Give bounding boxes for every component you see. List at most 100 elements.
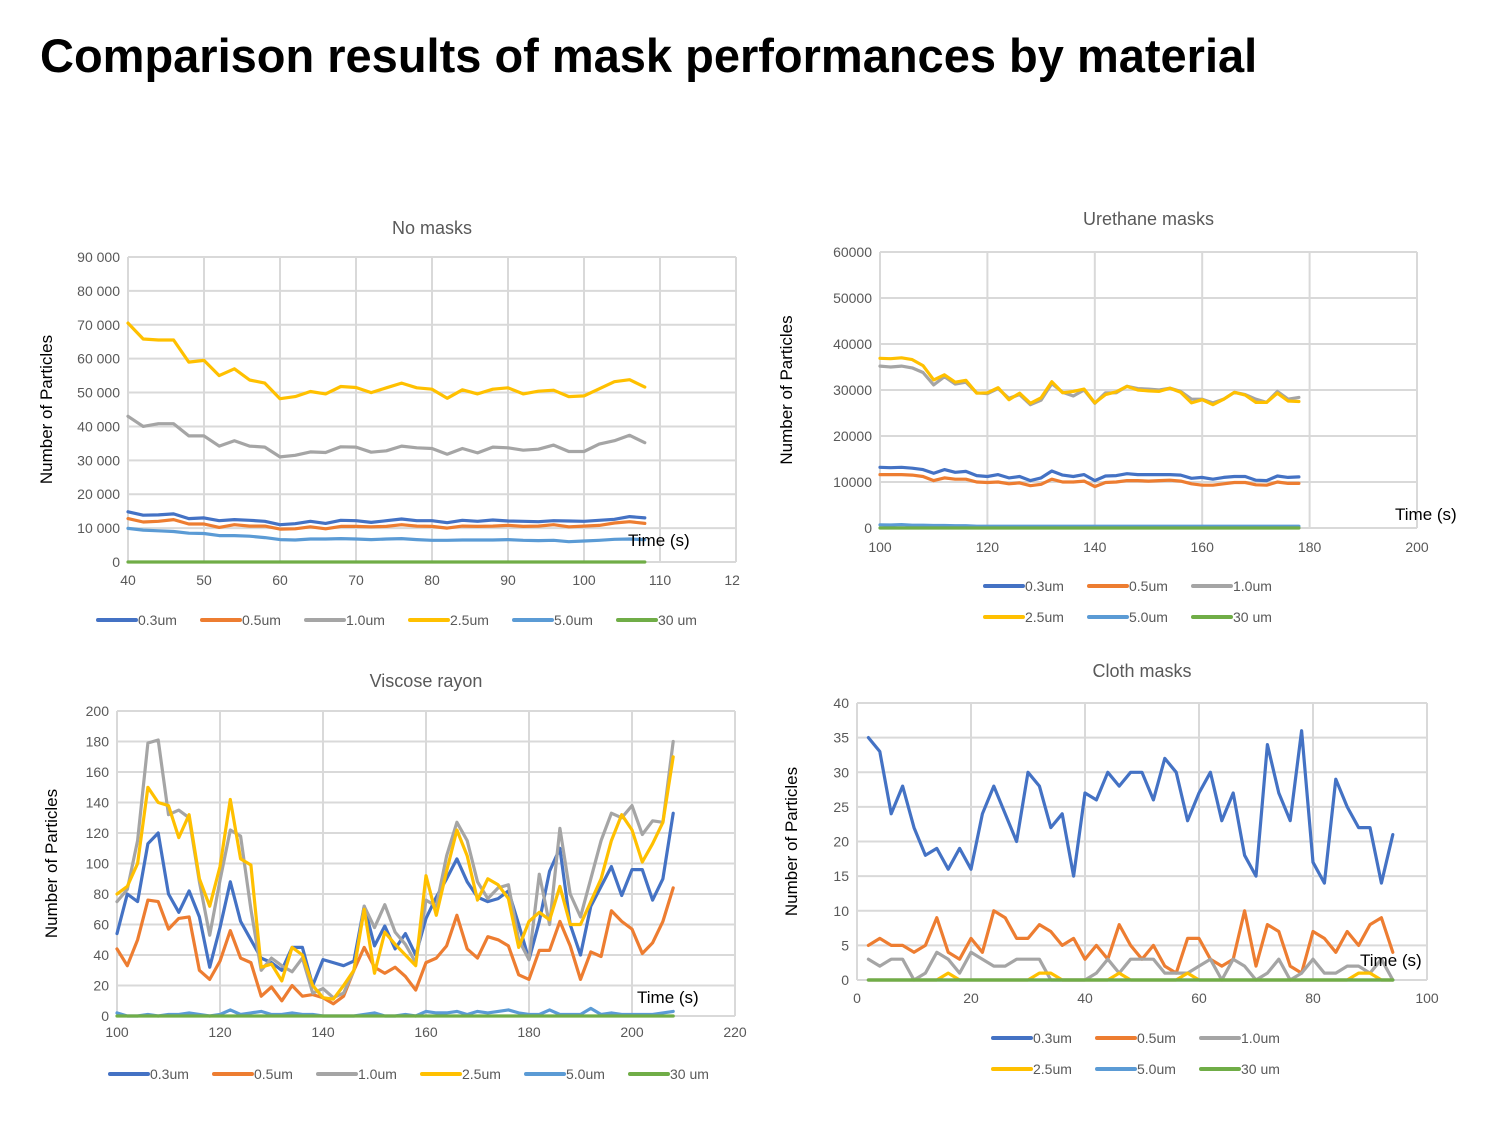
series-line-50um xyxy=(126,526,647,544)
legend-label: 1.0um xyxy=(1233,578,1272,594)
y-tick-label: 80 xyxy=(93,886,109,902)
legend-label: 30 um xyxy=(1233,609,1272,625)
legend-item: 1.0um xyxy=(1191,578,1272,594)
legend-label: 5.0um xyxy=(554,612,593,628)
series-line-10um xyxy=(866,950,1395,982)
y-tick-label: 90 000 xyxy=(77,249,120,265)
y-axis-label: Number of Particles xyxy=(777,315,796,464)
y-tick-label: 30 xyxy=(833,764,849,780)
chart-title: No masks xyxy=(392,218,472,238)
legend-label: 0.5um xyxy=(254,1066,293,1082)
y-tick-label: 10 000 xyxy=(77,520,120,536)
y-tick-label: 20 000 xyxy=(77,486,120,502)
x-tick-label: 100 xyxy=(105,1024,129,1040)
y-tick-label: 200 xyxy=(86,703,110,719)
legend-item: 0.5um xyxy=(200,612,281,628)
x-tick-label: 90 xyxy=(500,572,516,588)
y-tick-label: 60 xyxy=(93,917,109,933)
y-tick-label: 180 xyxy=(86,734,110,750)
x-tick-label: 120 xyxy=(208,1024,232,1040)
legend-item: 0.3um xyxy=(991,1030,1072,1046)
y-tick-label: 10 xyxy=(833,903,849,919)
y-tick-label: 5 xyxy=(841,937,849,953)
legend-item: 0.3um xyxy=(108,1066,189,1082)
x-tick-label: 120 xyxy=(976,539,1000,555)
legend-item: 0.5um xyxy=(212,1066,293,1082)
y-tick-label: 40 xyxy=(93,947,109,963)
x-axis-label: Time (s) xyxy=(1395,505,1457,524)
legend-label: 0.5um xyxy=(242,612,281,628)
gridlines xyxy=(127,256,737,563)
series-line-03um xyxy=(878,465,1301,483)
legend-label: 30 um xyxy=(670,1066,709,1082)
legend-item: 5.0um xyxy=(512,612,593,628)
legend-label: 5.0um xyxy=(566,1066,605,1082)
x-tick-label: 160 xyxy=(1191,539,1215,555)
x-tick-label: 100 xyxy=(1415,990,1439,1006)
y-tick-label: 20 xyxy=(833,834,849,850)
legend-item: 30 um xyxy=(1199,1061,1280,1077)
legend: 0.3um 0.5um 1.0um 2.5um 5.0um 30 um xyxy=(991,1030,1280,1077)
series-line-03um xyxy=(866,729,1395,885)
series-line-50um xyxy=(878,523,1301,528)
chart-urethane-masks: Urethane masks 0 10000 20000 30000 40000 50000… xyxy=(777,209,1457,625)
series-line-05um xyxy=(115,886,675,1006)
x-tick-label: 40 xyxy=(120,572,136,588)
x-axis-label: Time (s) xyxy=(637,988,699,1007)
legend: 0.3um 0.5um 1.0um 2.5um 5.0um 30 um xyxy=(108,1066,709,1082)
x-tick-label: 140 xyxy=(1083,539,1107,555)
legend-item: 30 um xyxy=(1191,609,1272,625)
y-tick-label: 60000 xyxy=(833,244,872,260)
y-tick-label: 40 xyxy=(833,695,849,711)
legend-label: 0.3um xyxy=(150,1066,189,1082)
x-axis-label: Time (s) xyxy=(1360,951,1422,970)
page-title: Comparison results of mask performances … xyxy=(40,29,1258,82)
legend-item: 0.5um xyxy=(1095,1030,1176,1046)
y-tick-label: 60 000 xyxy=(77,351,120,367)
x-tick-label: 200 xyxy=(620,1024,644,1040)
series-line-05um xyxy=(866,909,1395,975)
y-tick-label: 20 xyxy=(93,978,109,994)
series-line-03um xyxy=(115,811,675,988)
x-tick-label: 110 xyxy=(649,572,672,588)
x-tick-label: 40 xyxy=(1077,990,1093,1006)
legend-item: 5.0um xyxy=(1087,609,1168,625)
legend-item: 2.5um xyxy=(420,1066,501,1082)
legend-label: 30 um xyxy=(1241,1061,1280,1077)
x-tick-label: 80 xyxy=(424,572,440,588)
legend-label: 2.5um xyxy=(450,612,489,628)
legend-item: 30 um xyxy=(616,612,697,628)
series-line-05um xyxy=(878,473,1301,489)
x-tick-label: 180 xyxy=(517,1024,541,1040)
chart-cloth-masks: Cloth masks 0 5 10 15 20 25 30 35 40 0 20 40 60 80 100 N… xyxy=(782,661,1439,1077)
y-tick-label: 50000 xyxy=(833,290,872,306)
legend-label: 0.3um xyxy=(138,612,177,628)
y-tick-label: 0 xyxy=(112,554,120,570)
y-axis-label: Number of Particles xyxy=(37,335,56,484)
y-axis-label: Number of Particles xyxy=(782,767,801,916)
legend-label: 0.5um xyxy=(1137,1030,1176,1046)
legend-label: 0.3um xyxy=(1033,1030,1072,1046)
x-tick-label: 180 xyxy=(1298,539,1322,555)
x-tick-label: 120 xyxy=(724,572,740,588)
series-line-03um xyxy=(126,510,647,527)
series-line-25um xyxy=(878,356,1301,407)
y-tick-label: 15 xyxy=(833,868,849,884)
legend-label: 5.0um xyxy=(1137,1061,1176,1077)
y-tick-label: 25 xyxy=(833,799,849,815)
legend-label: 1.0um xyxy=(346,612,385,628)
x-tick-label: 60 xyxy=(1191,990,1207,1006)
x-tick-label: 200 xyxy=(1405,539,1429,555)
series-line-10um xyxy=(878,364,1301,407)
y-tick-label: 10000 xyxy=(833,474,872,490)
legend-item: 0.3um xyxy=(96,612,177,628)
legend: 0.3um 0.5um 1.0um 2.5um 5.0um 30 um xyxy=(96,612,697,628)
y-tick-label: 20000 xyxy=(833,428,872,444)
x-tick-label: 60 xyxy=(272,572,288,588)
y-tick-label: 140 xyxy=(86,795,110,811)
x-tick-label: 50 xyxy=(196,572,212,588)
chart-no-masks: No masks 0 10 000 20 000 30 000 40 000 50 000 6… xyxy=(37,218,740,628)
y-tick-label: 160 xyxy=(86,764,110,780)
legend-item: 2.5um xyxy=(983,609,1064,625)
x-tick-label: 20 xyxy=(963,990,979,1006)
